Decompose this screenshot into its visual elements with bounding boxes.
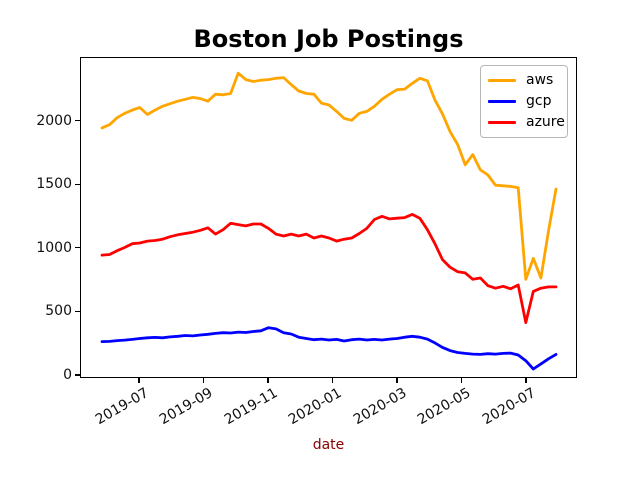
legend-entry-gcp: gcp [481,91,567,112]
x-tick-mark [460,378,463,383]
x-axis-tick-label: 2019-09 [156,385,216,429]
line-gcp [100,326,558,371]
x-axis-tick-label: 2019-07 [92,385,151,429]
chart-title: Boston Job Postings [193,25,464,53]
legend: aws gcp azure [480,65,568,138]
x-tick-mark [267,378,269,383]
y-axis-tick-label: 2000 [36,112,72,129]
x-axis-tick-label: 2020-05 [414,385,474,429]
x-tick-mark [138,378,140,383]
y-axis-tick-label: 1000 [36,239,72,256]
legend-swatch-azure [488,121,516,124]
x-tick-mark [331,378,334,383]
y-axis-tick-label: 0 [63,367,72,383]
y-tick-mark [75,374,80,376]
y-tick-mark [75,183,80,185]
y-axis-tick-label: 500 [45,303,72,320]
legend-label: azure [526,114,565,130]
x-axis-tick-label: 2020-07 [479,385,538,429]
y-tick-mark [75,119,80,122]
x-axis-tick-label: 2020-01 [285,385,345,429]
line-aws [100,71,558,281]
y-tick-mark [75,247,80,249]
legend-swatch-aws [488,79,516,82]
plot-lines-svg [100,71,558,371]
legend-entry-azure: azure [481,112,567,133]
legend-entry-aws: aws [481,70,567,91]
x-axis-tick-label: 2020-03 [350,385,409,429]
y-axis-tick-label: 1500 [36,176,72,193]
line-azure [100,212,558,325]
x-axis-tick-label: 2019-11 [221,385,280,429]
x-tick-mark [202,378,205,383]
y-tick-mark [75,310,80,312]
legend-label: aws [526,72,554,88]
x-tick-mark [396,378,398,383]
x-axis-label: date [312,437,345,453]
legend-swatch-gcp [488,100,516,103]
x-tick-mark [525,378,527,383]
legend-label: gcp [526,93,552,109]
